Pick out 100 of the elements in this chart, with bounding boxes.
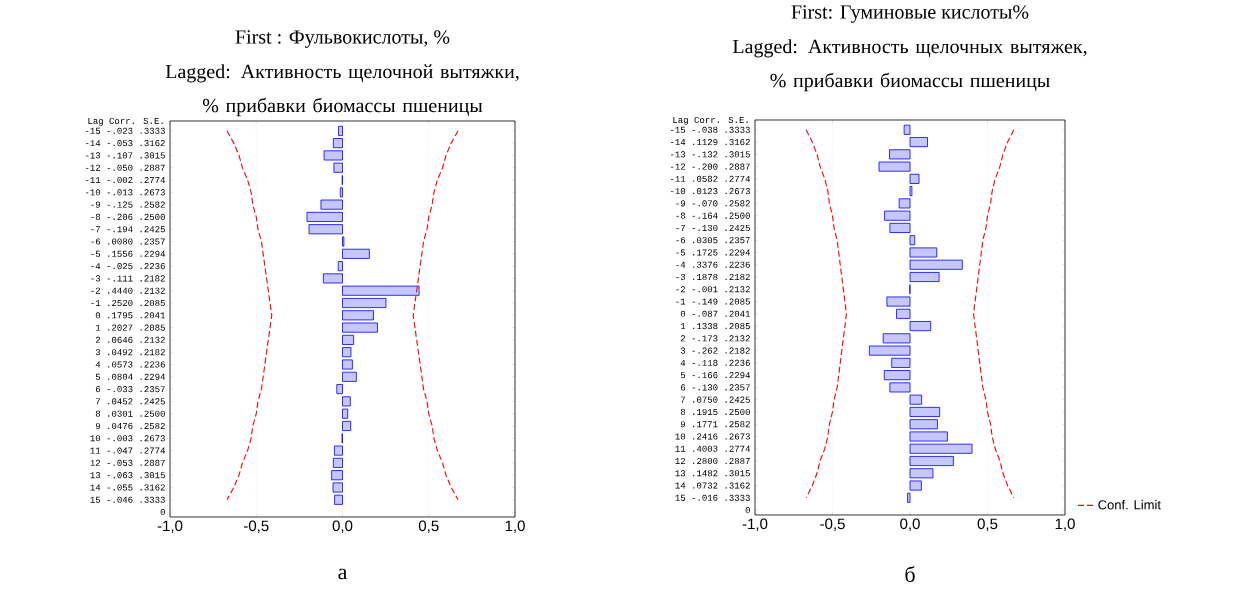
y-tick-label: -10 .0123 .2673 xyxy=(670,188,750,195)
y-tick-label: 9 .0476 .2582 xyxy=(95,422,165,430)
y-tick-label: 4 -.118 .2236 xyxy=(680,359,750,366)
bar xyxy=(909,272,940,283)
y-tick-label: -7 -.194 .2425 xyxy=(91,226,165,233)
bar xyxy=(331,470,343,481)
y-tick-label: -11 -.002 .2774 xyxy=(85,176,165,184)
bar xyxy=(332,482,343,493)
y-tick-label: -14 .1129 .3162 xyxy=(670,139,750,146)
y-tick-label: -1 .2520 .2085 xyxy=(91,299,165,307)
x-tick-label: -1,0 xyxy=(157,520,183,533)
y-tick-label: 11 .4003 .2774 xyxy=(675,445,750,452)
x-tick-label: 0,5 xyxy=(418,520,439,533)
y-tick-label: 1 .1338 .2085 xyxy=(680,323,750,330)
y-tick-label: 8 .1915 .2500 xyxy=(680,408,750,416)
y-tick-label: -12 -.050 .2887 xyxy=(85,164,165,171)
y-tick-label: 14 .0732 .3162 xyxy=(675,482,750,489)
y-tick-label: -10 -.013 .2673 xyxy=(85,189,165,196)
y-tick-label: -12 -.200 .2887 xyxy=(670,163,750,170)
y-tick-label: 4 .0573 .2236 xyxy=(95,361,165,368)
y-tick-label: -2 .4440 .2132 xyxy=(91,287,165,294)
bar xyxy=(903,124,911,135)
chart-subtitle: Lagged: Активность щелочной вытяжки, % прибавки биомассы пшеницы xyxy=(165,64,519,117)
chart-title: First: Гуминовые кислоты% xyxy=(791,5,1029,23)
y-tick-label: -5 .1556 .2294 xyxy=(91,250,165,257)
y-tick-label: 0 -.087 .2041 xyxy=(680,310,751,317)
bar xyxy=(342,347,352,358)
bar xyxy=(342,420,352,431)
y-tick-label: -7 -.130 .2425 xyxy=(676,224,750,231)
legend-label: Conf. Limit xyxy=(1098,499,1161,510)
y-tick-label: 0 .1795 .2041 xyxy=(95,312,166,319)
y-tick-label: -13 -.107 .3015 xyxy=(85,152,165,159)
bar xyxy=(308,224,343,235)
y-tick-label: -4 -.025 .2236 xyxy=(91,263,165,270)
y-tick-label: 15 -.046 .3333 xyxy=(90,496,165,503)
y-tick-label: 0 xyxy=(160,509,165,516)
bar xyxy=(342,371,357,382)
x-tick-label: -1,0 xyxy=(742,518,768,531)
y-tick-label: -6 .0080 .2357 xyxy=(91,238,165,245)
y-tick-label: -13 -.132 .3015 xyxy=(670,151,750,158)
y-tick-label: -5 .1725 .2294 xyxy=(676,249,750,256)
chart-title: First : Фульвокислоты, % xyxy=(235,30,450,48)
y-tick-label: -14 -.053 .3162 xyxy=(85,140,165,147)
x-tick-label: 0,5 xyxy=(977,518,998,531)
y-tick-label: -3 .1878 .2182 xyxy=(676,273,750,281)
y-tick-label: 15 -.016 .3333 xyxy=(675,494,750,501)
bar xyxy=(909,173,920,184)
y-tick-label: -3 -.111 .2182 xyxy=(91,275,165,282)
bar xyxy=(332,457,343,468)
bar xyxy=(909,137,928,148)
y-tick-label: 0 xyxy=(745,507,750,514)
bar xyxy=(896,308,911,319)
y-tick-label: 6 -.130 .2357 xyxy=(680,384,750,391)
y-axis-title: Lag Corr. S.E. xyxy=(673,116,748,125)
x-tick-label: 1,0 xyxy=(1055,518,1075,531)
bar xyxy=(907,492,911,503)
y-tick-label: -15 -.023 .3333 xyxy=(85,127,165,134)
y-tick-label: 9 .1771 .2582 xyxy=(680,421,750,428)
y-tick-label: 5 .0804 .2294 xyxy=(95,373,165,380)
y-tick-label: 12 -.053 .2887 xyxy=(90,459,165,466)
y-tick-label: 2 -.173 .2132 xyxy=(680,335,750,342)
y-tick-label: 7 .0750 .2425 xyxy=(680,396,750,403)
bar xyxy=(909,419,938,430)
bar xyxy=(338,125,343,136)
chart-subtitle: Lagged: Активность щелочных вытяжек, % прибавки биомассы пшеницы xyxy=(732,39,1087,92)
y-tick-label: 5 -.166 .2294 xyxy=(680,372,750,379)
y-tick-label: -9 -.125 .2582 xyxy=(91,201,165,208)
x-tick-label: 0,0 xyxy=(332,520,353,533)
bar xyxy=(889,222,911,233)
y-tick-label: -6 .0305 .2357 xyxy=(676,237,750,244)
x-tick-label: -0,5 xyxy=(243,520,269,533)
y-tick-label: 3 .0492 .2182 xyxy=(95,349,165,356)
bar xyxy=(306,211,343,222)
y-tick-label: -15 -.038 .3333 xyxy=(670,126,750,133)
x-tick-label: 0,0 xyxy=(900,518,920,531)
y-tick-label: 7 .0452 .2425 xyxy=(95,398,165,405)
bar xyxy=(336,384,343,395)
y-tick-label: -11 .0582 .2774 xyxy=(670,175,750,182)
y-tick-label: -2 -.001 .2132 xyxy=(676,286,750,293)
x-tick-label: 1,0 xyxy=(505,520,525,533)
bar xyxy=(909,321,932,332)
bar xyxy=(334,494,343,505)
bar xyxy=(342,359,353,370)
text: а xyxy=(338,568,348,580)
y-axis-title: Lag Corr. S.E. xyxy=(88,117,163,126)
y-tick-label: -9 -.070 .2582 xyxy=(676,200,750,207)
bar xyxy=(909,235,916,246)
y-tick-label: 8 .0301 .2500 xyxy=(95,410,165,417)
y-tick-label: 6 -.033 .2357 xyxy=(95,386,165,393)
y-tick-label: -4 .3376 .2236 xyxy=(676,261,750,268)
bar xyxy=(342,248,370,259)
y-tick-label: -1 -.149 .2085 xyxy=(676,298,750,305)
bar xyxy=(909,406,941,417)
y-tick-label: 14 -.055 .3162 xyxy=(90,484,165,491)
y-tick-label: 11 -.047 .2774 xyxy=(90,447,165,454)
bar xyxy=(883,370,911,381)
y-tick-label: 12 .2800 .2887 xyxy=(675,457,750,465)
y-tick-label: -8 -.164 .2500 xyxy=(676,212,750,219)
bar xyxy=(342,334,355,345)
y-tick-label: 2 .0646 .2132 xyxy=(95,336,165,343)
